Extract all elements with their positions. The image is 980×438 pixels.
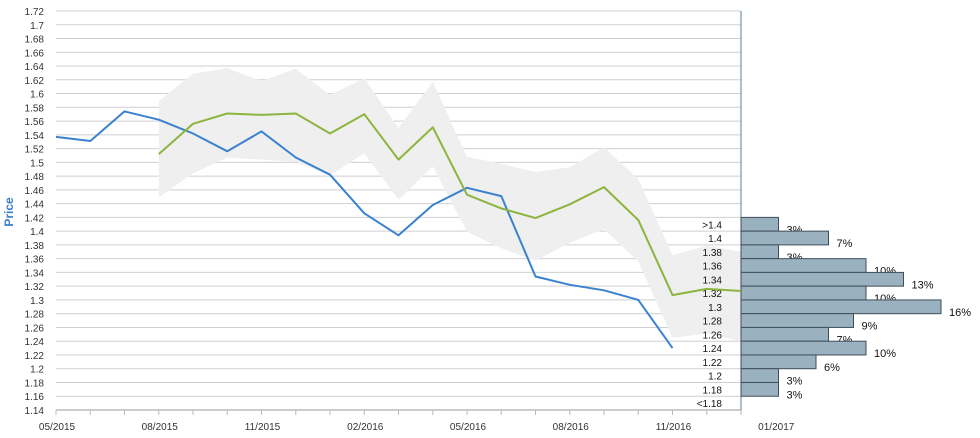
y-tick-label: 1.18 bbox=[25, 378, 45, 389]
x-tick-label: 11/2015 bbox=[245, 422, 281, 433]
histogram-bar bbox=[740, 368, 779, 383]
y-tick-label: 1.52 bbox=[25, 145, 45, 156]
y-tick-label: 1.72 bbox=[25, 7, 45, 18]
histogram-bar bbox=[740, 216, 779, 232]
histogram-bar bbox=[740, 258, 867, 273]
histogram-bar bbox=[740, 285, 867, 301]
y-tick-label: 1.4 bbox=[30, 227, 44, 238]
y-tick-label: 1.38 bbox=[25, 241, 45, 252]
histogram-bin-label: 1.22 bbox=[703, 358, 723, 369]
y-tick-label: 1.66 bbox=[25, 48, 45, 59]
histogram-bar bbox=[740, 381, 779, 397]
histogram-bar bbox=[740, 299, 942, 315]
histogram: >1.4 3%1.4 7%1.38 3%1.36 10%1.34 13%1.32 10%1.… bbox=[697, 216, 971, 410]
series-line bbox=[158, 112, 742, 297]
x-tick-labels: 05/2015 08/2015 11/2015 02/2016 05/2016 08/20… bbox=[39, 422, 795, 433]
y-tick-label: 1.7 bbox=[30, 21, 44, 32]
y-tick-label: 1.32 bbox=[25, 282, 45, 293]
y-tick-label: 1.64 bbox=[25, 62, 45, 73]
y-tick-label: 1.42 bbox=[25, 213, 45, 224]
histogram-bin-label: 1.18 bbox=[703, 385, 723, 396]
histogram-percent-label: 10% bbox=[874, 348, 896, 360]
histogram-bin-label: 1.3 bbox=[708, 303, 722, 314]
x-tick-label: 08/2015 bbox=[142, 422, 179, 433]
x-tick-label: 11/2016 bbox=[656, 422, 692, 433]
y-tick-label: 1.2 bbox=[30, 365, 44, 376]
y-tick-label: 1.22 bbox=[25, 351, 45, 362]
histogram-bar bbox=[740, 244, 779, 260]
y-tick-label: 1.16 bbox=[25, 392, 45, 403]
y-tick-label: 1.14 bbox=[25, 406, 45, 417]
histogram-percent-label: 13% bbox=[912, 279, 934, 291]
y-tick-label: 1.48 bbox=[25, 172, 45, 183]
y-tick-label: 1.68 bbox=[25, 35, 45, 46]
y-tick-labels: 1.14 1.16 1.18 1.2 1.22 1.24 1.26 1.28 1.3 1.32 1.… bbox=[25, 7, 45, 417]
forecast-band-area bbox=[158, 68, 742, 342]
x-tick-label: 05/2016 bbox=[450, 422, 487, 433]
histogram-bin-label: <1.18 bbox=[697, 399, 723, 410]
y-tick-label: 1.46 bbox=[25, 186, 45, 197]
y-tick-label: 1.28 bbox=[25, 310, 45, 321]
series-line bbox=[55, 110, 674, 349]
histogram-percent-label: 16% bbox=[949, 307, 971, 319]
histogram-bin-label: >1.4 bbox=[702, 220, 722, 231]
y-tick-label: 1.6 bbox=[30, 90, 44, 101]
y-tick-label: 1.44 bbox=[25, 200, 45, 211]
y-tick-label: 1.3 bbox=[30, 296, 44, 307]
histogram-bin-label: 1.34 bbox=[703, 275, 723, 286]
histogram-bin-label: 1.4 bbox=[708, 234, 722, 245]
histogram-percent-label: 3% bbox=[787, 389, 803, 401]
histogram-bin-label: 1.36 bbox=[703, 262, 723, 273]
histogram-percent-label: 9% bbox=[862, 321, 878, 333]
histogram-bar bbox=[740, 326, 829, 342]
x-tick-label: 05/2015 bbox=[39, 422, 76, 433]
histogram-bar bbox=[740, 340, 867, 356]
y-axis-label: Price bbox=[2, 197, 16, 227]
histogram-percent-label: 7% bbox=[837, 238, 853, 250]
y-tick-label: 1.56 bbox=[25, 117, 45, 128]
forecast-band bbox=[158, 68, 742, 342]
y-tick-label: 1.36 bbox=[25, 255, 45, 266]
x-tick-label: 08/2016 bbox=[553, 422, 590, 433]
y-tick-label: 1.26 bbox=[25, 323, 45, 334]
histogram-bin-label: 1.26 bbox=[703, 330, 723, 341]
y-tick-label: 1.58 bbox=[25, 103, 45, 114]
y-tick-label: 1.34 bbox=[25, 268, 45, 279]
series-lines bbox=[55, 110, 742, 349]
histogram-percent-label: 6% bbox=[824, 362, 840, 374]
y-tick-label: 1.54 bbox=[25, 131, 45, 142]
histogram-bin-label: 1.24 bbox=[703, 344, 723, 355]
histogram-bar bbox=[740, 354, 817, 370]
x-tick-label: 01/2017 bbox=[758, 422, 795, 433]
histogram-bar bbox=[740, 230, 829, 246]
histogram-bin-label: 1.38 bbox=[703, 248, 723, 259]
histogram-bar bbox=[740, 313, 854, 328]
x-tick-label: 02/2016 bbox=[347, 422, 384, 433]
y-tick-label: 1.24 bbox=[25, 337, 45, 348]
y-tick-label: 1.5 bbox=[30, 158, 44, 169]
histogram-bin-label: 1.2 bbox=[708, 372, 722, 383]
histogram-bar bbox=[740, 271, 904, 287]
histogram-bin-label: 1.32 bbox=[703, 289, 723, 300]
y-tick-label: 1.62 bbox=[25, 76, 45, 87]
histogram-percent-label: 3% bbox=[787, 376, 803, 388]
histogram-bin-label: 1.28 bbox=[703, 317, 723, 328]
